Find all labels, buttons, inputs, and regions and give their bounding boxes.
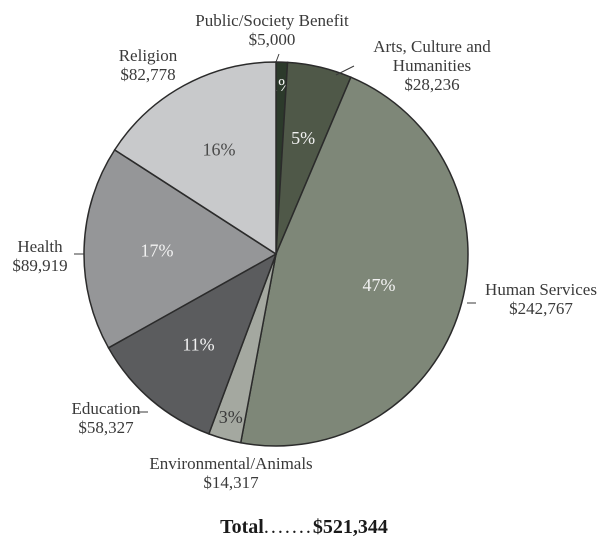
slice-name: Education xyxy=(72,399,141,418)
slice-label-education: Education$58,327 xyxy=(72,399,148,437)
slice-amount: $242,767 xyxy=(509,299,573,318)
pct-label-environmental-animals: 3% xyxy=(219,407,243,427)
slice-label-environmental-animals: Environmental/Animals$14,317 xyxy=(149,454,312,492)
pct-label-human-services: 47% xyxy=(362,275,395,295)
slice-amount: $82,778 xyxy=(120,65,175,84)
total-value: $521,344 xyxy=(312,516,388,538)
pct-label-arts-culture-and-humanities: 5% xyxy=(291,128,315,148)
slice-amount: $14,317 xyxy=(203,473,259,492)
slice-name: Religion xyxy=(119,46,178,65)
leader-line xyxy=(335,65,355,76)
total-label: Total xyxy=(220,516,264,538)
slice-label-human-services: Human Services$242,767 xyxy=(467,280,597,318)
slice-name: Environmental/Animals xyxy=(149,454,312,473)
slice-label-health: Health$89,919 xyxy=(12,237,84,275)
slice-name: Humanities xyxy=(393,56,471,75)
pct-label-education: 11% xyxy=(182,334,214,354)
pie-slice-education xyxy=(107,252,278,435)
slice-name: Arts, Culture and xyxy=(373,37,491,56)
pct-label-religion: 16% xyxy=(203,139,236,159)
pie-slice-human-services xyxy=(239,76,469,447)
slice-label-public-society-benefit: Public/Society Benefit$5,000 xyxy=(195,11,349,63)
slice-name: Public/Society Benefit xyxy=(195,11,349,30)
total-line: Total.......$521,344 xyxy=(0,516,608,539)
pct-label-health: 17% xyxy=(141,240,174,260)
total-leader-dots: ....... xyxy=(263,516,313,538)
slice-amount: $89,919 xyxy=(12,256,67,275)
slice-label-religion: Religion$82,778 xyxy=(119,46,178,84)
slice-name: Health xyxy=(17,237,63,256)
pie-slice-health xyxy=(83,148,278,349)
slice-name: Human Services xyxy=(485,280,597,299)
slice-amount: $5,000 xyxy=(249,30,296,49)
pie-slice-religion xyxy=(113,61,277,256)
leader-line xyxy=(275,53,280,63)
slice-amount: $28,236 xyxy=(404,75,459,94)
slice-amount: $58,327 xyxy=(78,418,134,437)
